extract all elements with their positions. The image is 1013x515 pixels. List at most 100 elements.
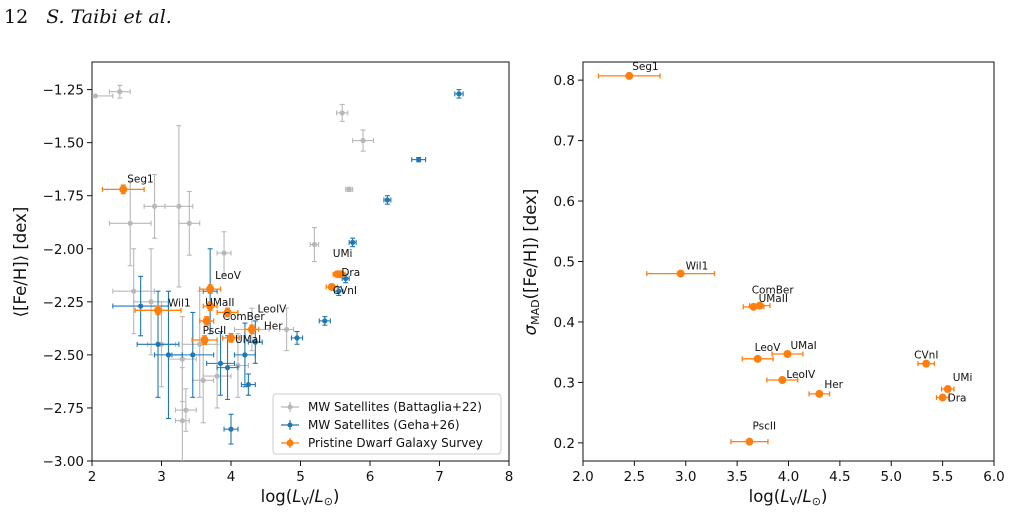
marker (117, 89, 123, 95)
point-label-cvni: CVnI (914, 350, 938, 362)
right-x-tick-label: 4.5 (829, 469, 850, 485)
left-data-point (411, 156, 427, 163)
marker (242, 352, 248, 358)
left-data-point (325, 282, 338, 291)
marker (165, 352, 172, 358)
marker (252, 339, 258, 345)
marker (343, 275, 349, 282)
right-x-tick-label: 4.0 (778, 469, 799, 485)
point-label-umi: UMi (953, 372, 973, 384)
left-data-point (290, 330, 304, 345)
left-x-tick-label: 5 (296, 469, 305, 485)
marker (456, 91, 462, 97)
left-data-point (318, 316, 331, 326)
left-data-point (134, 305, 182, 316)
left-data-point (191, 335, 218, 345)
point-label-her: Her (264, 320, 283, 332)
legend: MW Satellites (Battaglia+22) MW Satellite… (272, 393, 502, 455)
marker (190, 352, 196, 358)
left-data-point (244, 324, 260, 335)
right-data-point (766, 375, 799, 384)
left-y-axis-label: ⟨[Fe/H]⟩ [dex] (11, 207, 30, 318)
marker (176, 203, 182, 209)
right-data-point (935, 393, 950, 402)
marker (155, 341, 161, 347)
left-x-tick-label: 8 (505, 469, 514, 485)
left-data-point (112, 248, 156, 335)
right-y-tick-label: 0.7 (554, 134, 575, 150)
left-data-point (199, 316, 215, 326)
left-x-tick-label: 2 (88, 469, 97, 485)
left-data-point (181, 290, 218, 398)
left-data-point (383, 195, 392, 205)
point-label-her: Her (824, 379, 843, 391)
marker (783, 349, 792, 358)
marker (127, 220, 133, 226)
left-y-tick-label: −1.25 (43, 83, 84, 99)
point-label-seg1: Seg1 (127, 173, 153, 185)
left-y-tick-label: −1.75 (43, 189, 84, 205)
left-data-point (279, 307, 295, 352)
legend-swatch-marker (287, 404, 293, 410)
point-label-wil1: Wil1 (168, 297, 191, 309)
marker (214, 373, 220, 379)
marker (745, 437, 754, 446)
left-data-marks (92, 84, 464, 461)
left-data-point (108, 180, 152, 267)
marker (92, 93, 99, 99)
left-y-tick-label: −2.25 (43, 295, 84, 311)
point-label-comber: ComBer (223, 311, 266, 323)
right-data-point (771, 349, 804, 358)
legend-swatch-marker (287, 422, 293, 428)
left-x-tick-label: 7 (435, 469, 444, 485)
marker (119, 185, 128, 194)
left-x-tick-label: 6 (366, 469, 375, 485)
marker (221, 250, 227, 256)
left-y-tick-label: −2.00 (43, 242, 84, 258)
marker (416, 157, 422, 163)
left-data-point (92, 93, 114, 99)
right-x-axis: 2.0 2.5 3.0 3.5 4.0 4.5 5.0 5.5 6.0 (572, 461, 1005, 485)
left-data-point (222, 333, 240, 343)
marker (224, 365, 231, 371)
legend-label: MW Satellites (Geha+26) (308, 418, 460, 432)
right-y-tick-label: 0.8 (554, 73, 575, 89)
left-data-point (174, 388, 197, 432)
marker (206, 285, 215, 294)
marker (200, 336, 209, 345)
marker (284, 326, 290, 333)
left-data-point (336, 103, 349, 122)
right-data-point (597, 71, 661, 80)
left-data-point (108, 84, 131, 99)
point-label-umi: UMi (333, 248, 353, 260)
left-chart-panel: 2 3 4 5 6 7 8 −3.00 −2.75 −2.50 −2.25 −2.00 −1.75 −1… (11, 61, 514, 508)
right-data-point (730, 437, 769, 446)
legend-box (272, 393, 502, 455)
marker (753, 354, 762, 363)
marker (223, 308, 232, 317)
left-data-point (101, 184, 145, 195)
marker (311, 241, 317, 248)
left-data-point (192, 337, 215, 424)
left-data-point (352, 129, 375, 152)
marker (197, 341, 203, 347)
right-x-tick-label: 2.0 (572, 469, 593, 485)
left-data-point (216, 231, 232, 275)
point-label-pscii: PscII (203, 325, 227, 337)
left-x-tick-label: 4 (227, 469, 236, 485)
marker (183, 407, 189, 413)
right-y-axis-label: σMAD([Fe/H]) [dex] (521, 189, 542, 336)
marker (148, 299, 154, 305)
marker (294, 335, 300, 341)
marker (228, 426, 234, 432)
left-data-point (216, 335, 239, 401)
left-data-point (202, 343, 232, 409)
marker (217, 360, 224, 366)
point-label-leoiv: LeoIV (258, 303, 288, 315)
left-data-point (334, 286, 344, 297)
left-data-point (206, 330, 236, 396)
marker (206, 302, 215, 311)
right-y-tick-label: 0.4 (554, 315, 575, 331)
